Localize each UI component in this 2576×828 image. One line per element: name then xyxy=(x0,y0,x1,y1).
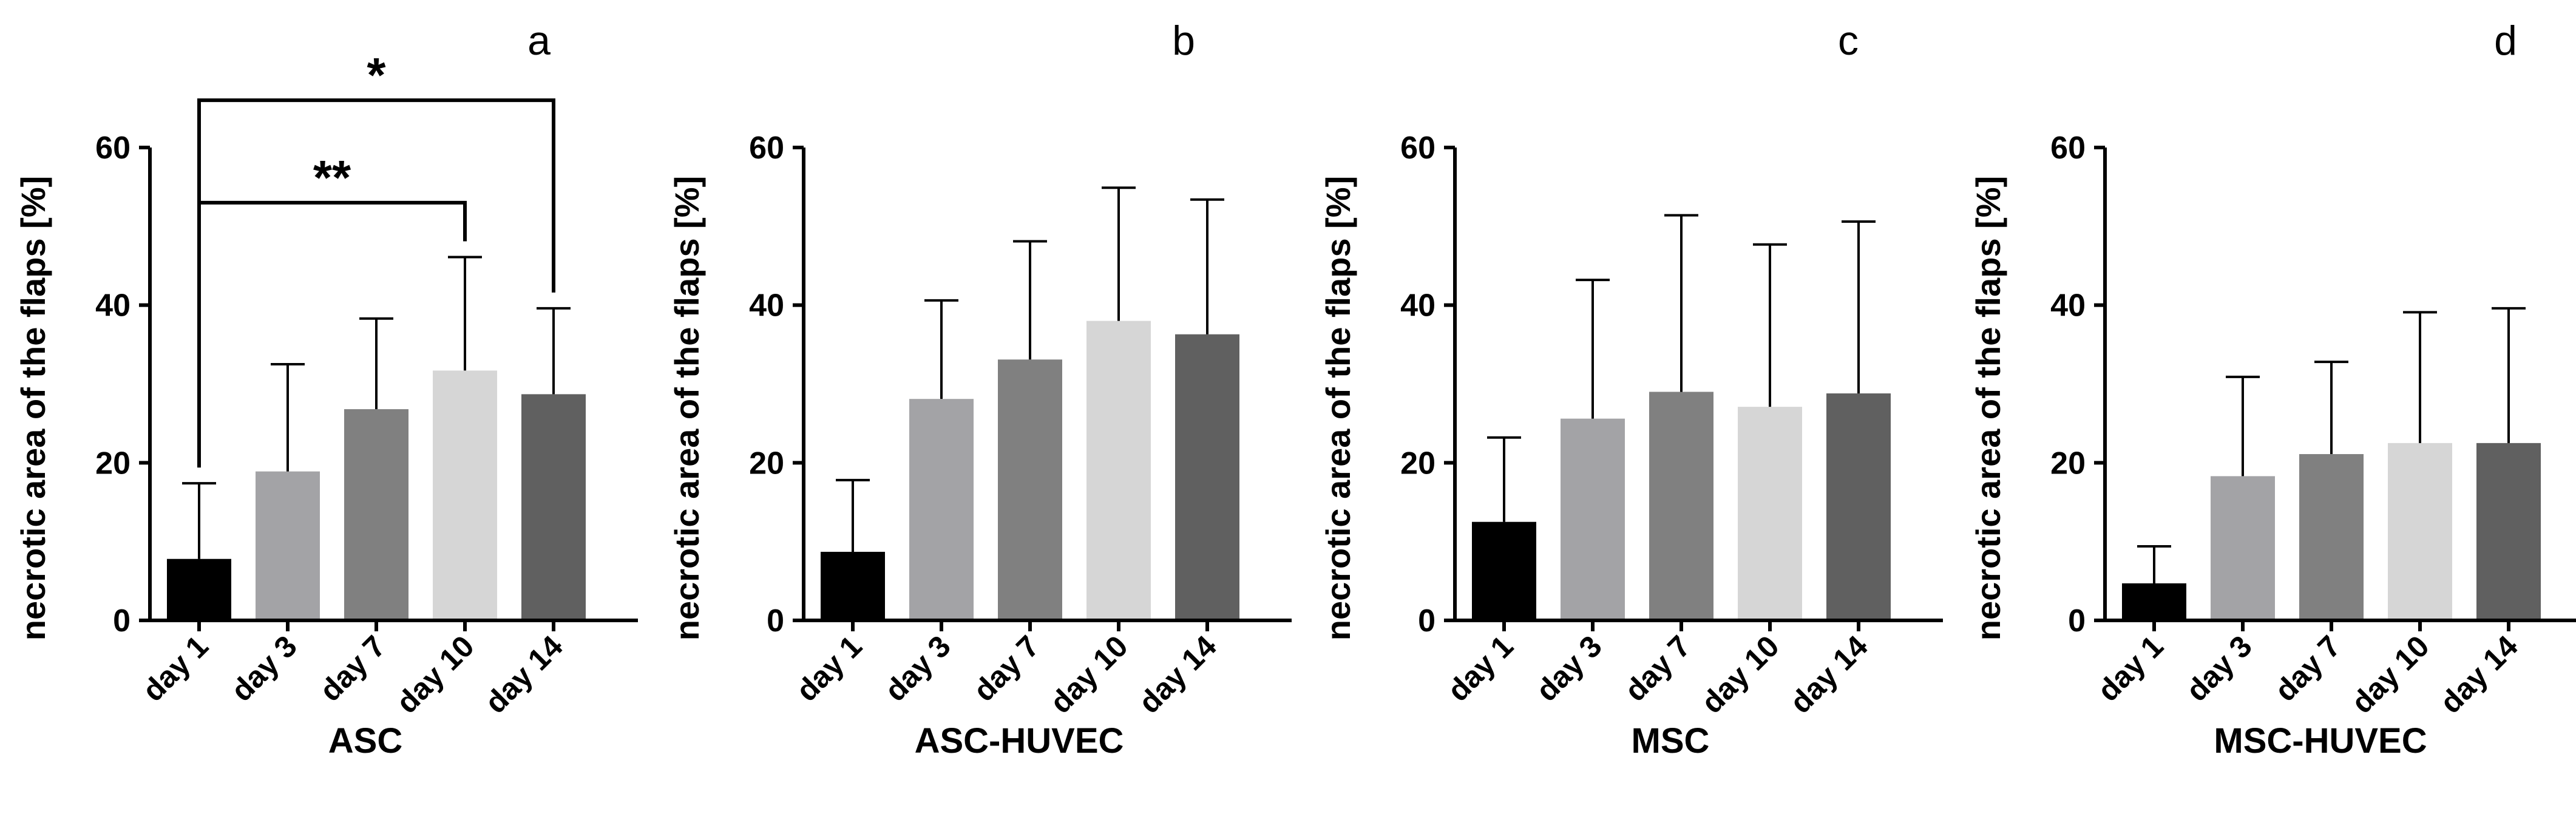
bar-day-3 xyxy=(909,399,974,620)
bar-day-3 xyxy=(2211,476,2275,620)
bar-day-7 xyxy=(1649,392,1713,620)
y-tick-label: 60 xyxy=(749,131,784,166)
x-tick-label: day 1 xyxy=(2091,629,2170,708)
panel-letter: a xyxy=(527,18,551,64)
x-tick-label: day 3 xyxy=(1530,629,1608,708)
y-tick-label: 40 xyxy=(95,288,130,324)
x-tick-label: day 10 xyxy=(1043,629,1134,720)
x-axis-label: ASC-HUVEC xyxy=(915,721,1124,761)
panel-letter: c xyxy=(1838,18,1859,64)
bar-day-7 xyxy=(2299,454,2364,620)
bar-day-14 xyxy=(521,394,586,620)
y-tick-label: 60 xyxy=(1400,131,1435,166)
x-tick-label: day 10 xyxy=(1695,629,1786,720)
significance-label: ** xyxy=(313,151,351,205)
bar-day-14 xyxy=(1826,393,1891,620)
x-tick-label: day 7 xyxy=(313,629,392,708)
x-tick-label: day 3 xyxy=(2180,629,2259,708)
bar-day-10 xyxy=(1086,321,1151,620)
y-axis-label: necrotic area of the flaps [%] xyxy=(1969,176,2007,641)
x-tick-label: day 14 xyxy=(478,629,569,720)
panel-letter: d xyxy=(2494,18,2517,64)
bar-day-1 xyxy=(1472,521,1536,620)
bar-day-7 xyxy=(344,409,408,620)
significance-label: * xyxy=(367,48,386,102)
x-tick-label: day 10 xyxy=(2345,629,2436,720)
bar-day-10 xyxy=(1738,407,1802,620)
y-axis-label: necrotic area of the flaps [%] xyxy=(1319,176,1357,641)
bar-day-14 xyxy=(1175,334,1239,620)
y-axis-label: necrotic area of the flaps [%] xyxy=(668,176,706,641)
bar-day-10 xyxy=(2388,443,2452,620)
y-tick-label: 40 xyxy=(749,288,784,324)
x-tick-label: day 1 xyxy=(136,629,215,708)
significance-bracket xyxy=(197,98,555,468)
y-tick-label: 20 xyxy=(95,446,130,481)
y-tick-label: 20 xyxy=(749,446,784,481)
x-tick-label: day 14 xyxy=(1132,629,1223,720)
x-axis-label: MSC-HUVEC xyxy=(2214,721,2427,761)
y-tick-label: 0 xyxy=(113,603,130,639)
y-tick-label: 20 xyxy=(1400,446,1435,481)
y-axis-label: necrotic area of the flaps [%] xyxy=(14,176,52,641)
bar-day-7 xyxy=(998,359,1062,620)
x-tick-label: day 7 xyxy=(967,629,1046,708)
y-tick-label: 60 xyxy=(2050,131,2086,166)
y-tick-label: 0 xyxy=(767,603,784,639)
x-tick-label: day 3 xyxy=(878,629,957,708)
x-tick-label: day 3 xyxy=(225,629,303,708)
y-tick-label: 0 xyxy=(1418,603,1435,639)
y-tick-label: 20 xyxy=(2050,446,2086,481)
bar-day-10 xyxy=(433,370,497,620)
x-tick-label: day 1 xyxy=(790,629,869,708)
y-tick-label: 0 xyxy=(2068,603,2086,639)
panel-letter: b xyxy=(1172,18,1195,64)
bar-day-3 xyxy=(1561,418,1625,620)
bar-day-1 xyxy=(821,552,885,620)
x-axis-label: ASC xyxy=(328,721,402,761)
x-tick-label: day 7 xyxy=(1618,629,1697,708)
x-tick-label: day 14 xyxy=(1783,629,1874,720)
x-tick-label: day 7 xyxy=(2268,629,2347,708)
significance-bracket xyxy=(197,200,467,468)
y-tick-label: 40 xyxy=(1400,288,1435,324)
x-tick-label: day 1 xyxy=(1441,629,1520,708)
x-tick-label: day 14 xyxy=(2433,629,2524,720)
bar-day-3 xyxy=(256,471,320,620)
bar-day-1 xyxy=(167,558,231,620)
bar-day-1 xyxy=(2122,583,2186,620)
y-tick-label: 60 xyxy=(95,131,130,166)
x-axis-label: MSC xyxy=(1632,721,1710,761)
x-tick-label: day 10 xyxy=(390,629,481,720)
bar-day-14 xyxy=(2476,443,2541,620)
y-tick-label: 40 xyxy=(2050,288,2086,324)
